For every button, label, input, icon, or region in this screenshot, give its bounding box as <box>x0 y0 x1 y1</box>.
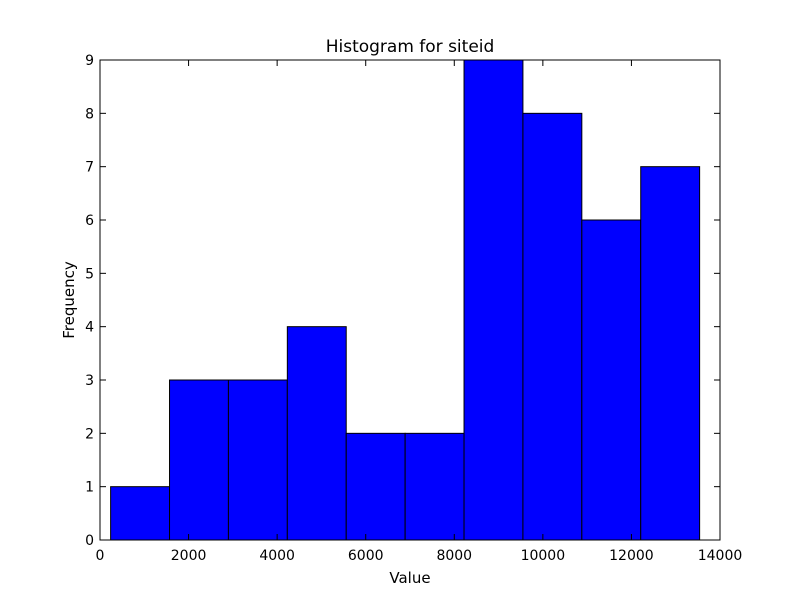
x-tick-label: 2000 <box>171 548 207 564</box>
y-tick-label: 9 <box>85 53 94 69</box>
y-tick-label: 1 <box>85 480 94 496</box>
y-axis-title: Frequency <box>60 261 78 339</box>
plot-area-frame <box>99 59 721 541</box>
ticks-layer: 0 2000 4000 6000 8000 10000 12000 14000 0 1 2 3 4 5 6 7… <box>85 53 742 564</box>
y-tick-label: 6 <box>85 213 94 229</box>
histogram-bar-8 <box>522 112 583 541</box>
x-tick-label: 0 <box>96 548 105 564</box>
histogram-bar-6 <box>404 432 465 541</box>
histogram-bar-10 <box>640 166 701 541</box>
bars-layer <box>110 59 701 541</box>
histogram-bar-4 <box>286 326 347 541</box>
x-tick-label: 14000 <box>698 548 743 564</box>
chart-title: Histogram for siteid <box>326 37 495 57</box>
histogram-bar-1 <box>110 486 171 541</box>
x-tick-label: 4000 <box>259 548 295 564</box>
y-tick-label: 0 <box>85 533 94 549</box>
y-tick-label: 7 <box>85 160 94 176</box>
histogram-bar-3 <box>227 379 288 541</box>
x-tick-label: 10000 <box>521 548 566 564</box>
x-axis-title: Value <box>389 569 430 587</box>
x-tick-label: 12000 <box>609 548 654 564</box>
histogram-bar-5 <box>345 432 406 541</box>
histogram-bar-2 <box>169 379 229 541</box>
y-tick-label: 5 <box>85 266 94 282</box>
y-tick-label: 2 <box>85 426 94 442</box>
y-tick-label: 4 <box>85 320 94 336</box>
histogram-bar-9 <box>581 219 642 541</box>
x-tick-label: 8000 <box>436 548 472 564</box>
x-tick-label: 6000 <box>348 548 384 564</box>
y-tick-label: 3 <box>85 373 94 389</box>
y-tick-label: 8 <box>85 106 94 122</box>
histogram-bar-7 <box>463 59 524 541</box>
